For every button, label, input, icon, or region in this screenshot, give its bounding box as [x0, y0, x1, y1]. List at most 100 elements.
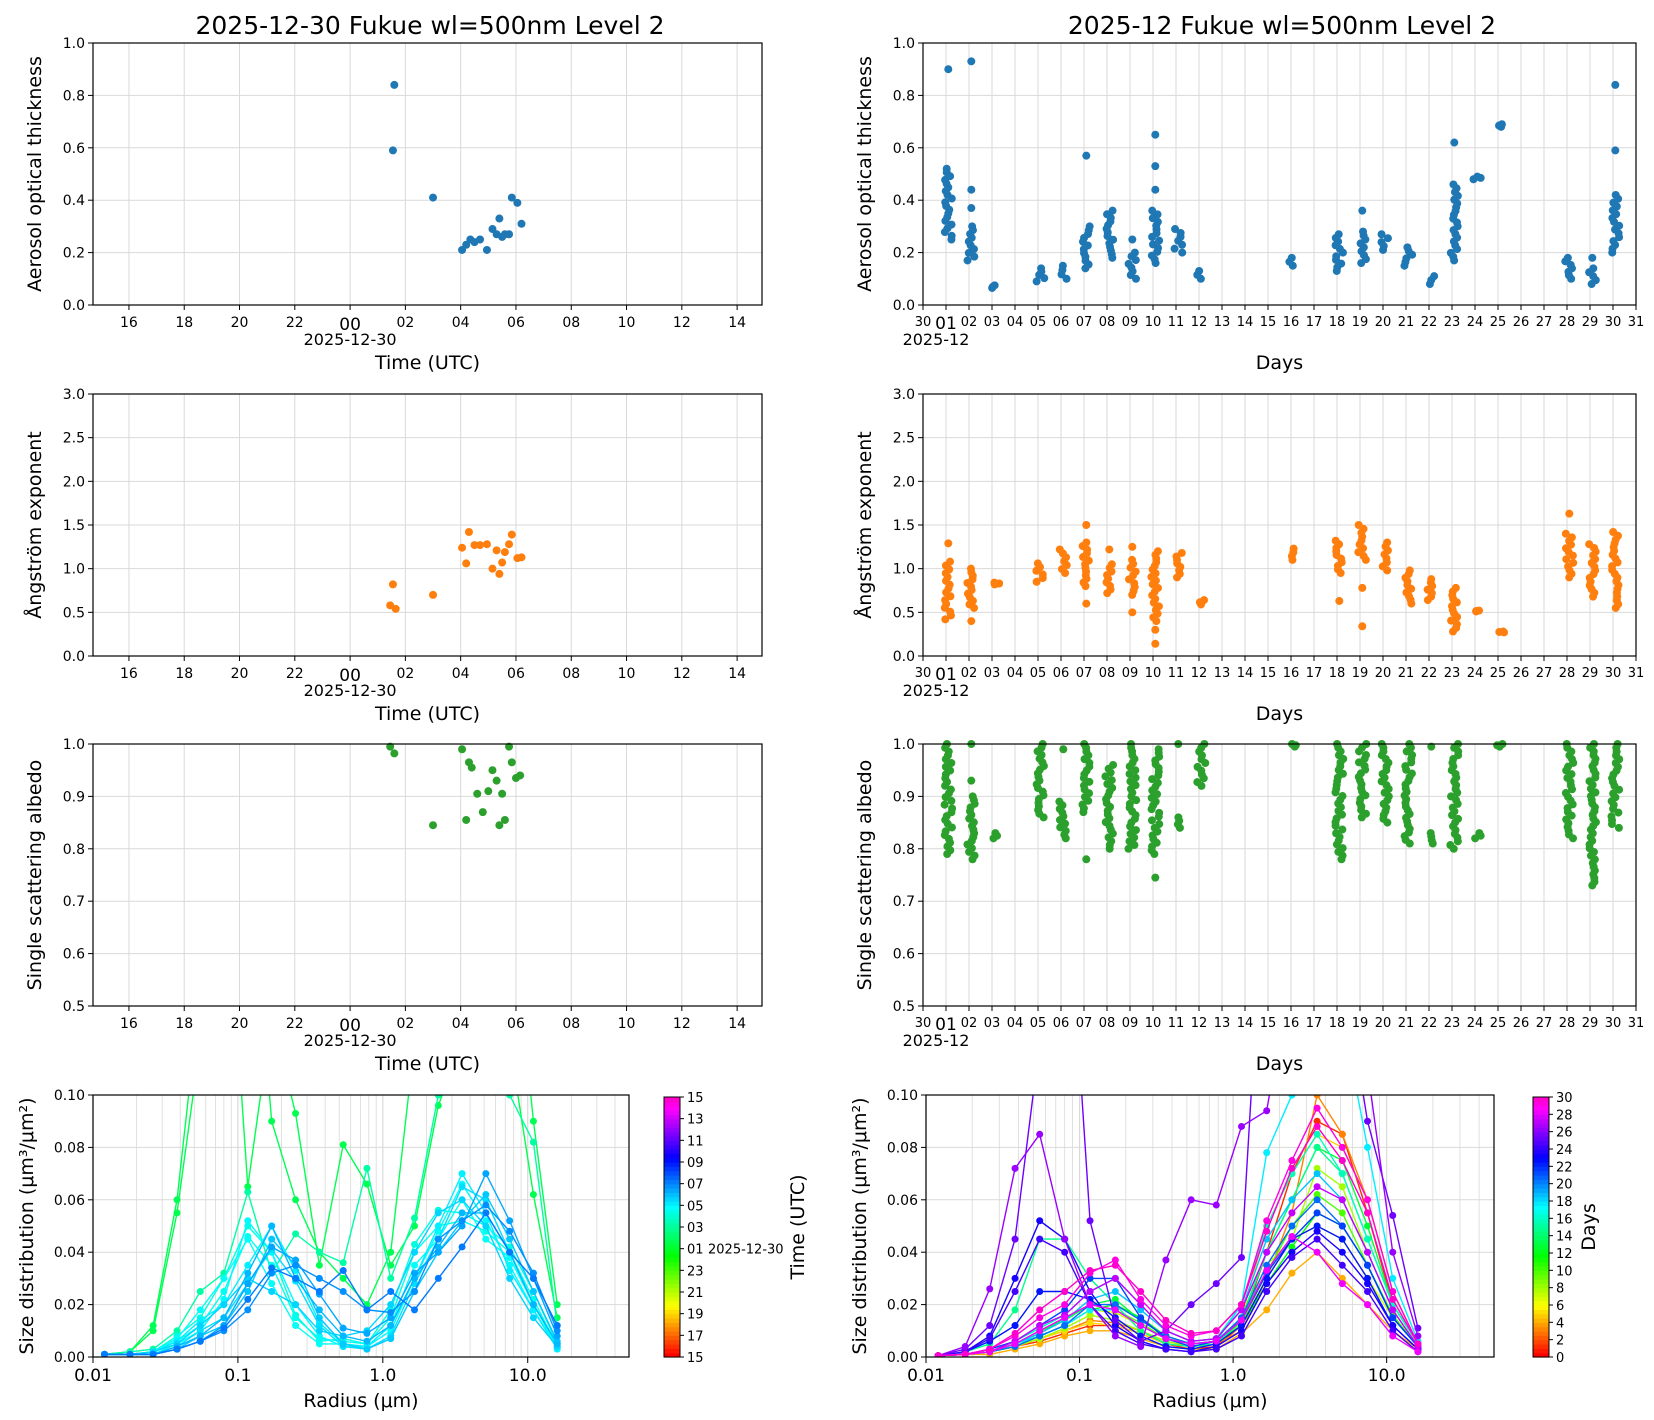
monthly-colorbar-segment — [1533, 1196, 1549, 1202]
daily-size-series-point — [363, 1180, 371, 1188]
monthly-ssa-point — [1427, 742, 1436, 751]
daily-aot-xtick-label: 14 — [728, 315, 746, 331]
daily-ssa-point — [498, 789, 507, 798]
monthly-colorbar-segment — [1533, 1283, 1549, 1289]
monthly-angstrom-xtick-label: 30 — [915, 666, 932, 681]
daily-aot-ylabel: Aerosol optical thickness — [24, 56, 46, 292]
monthly-size-series-point — [1187, 1348, 1195, 1356]
monthly-angstrom-ytick-label: 1.5 — [893, 518, 915, 534]
monthly-size-series-point — [1414, 1340, 1422, 1348]
monthly-ssa-point — [1155, 820, 1164, 829]
monthly-ssa-xtick-label: 29 — [1582, 1016, 1599, 1031]
daily-colorbar-segment — [664, 1287, 680, 1293]
monthly-size-series-point — [1338, 1280, 1346, 1288]
monthly-colorbar-segment — [1533, 1318, 1549, 1323]
monthly-size-series-point — [1237, 1316, 1245, 1324]
monthly-angstrom-xtick-label: 19 — [1352, 666, 1369, 681]
daily-aot-point — [429, 193, 438, 202]
daily-size-series-point — [482, 1222, 490, 1230]
monthly-angstrom-xtick-label: 10 — [1145, 666, 1162, 681]
monthly-colorbar-tick-label: 18 — [1556, 1195, 1573, 1210]
daily-angstrom-point — [458, 543, 467, 552]
daily-angstrom-xtick-label: 02 — [396, 666, 414, 682]
monthly-aot-ytick-label: 0.0 — [893, 298, 915, 314]
daily-size-series-point — [387, 1308, 395, 1316]
monthly-aot-xtick-label: 20 — [1375, 315, 1392, 330]
monthly-angstrom-point — [944, 539, 953, 548]
monthly-angstrom-xtick-label: 30 — [1605, 666, 1622, 681]
monthly-size-series-point — [1313, 1235, 1321, 1243]
daily-ssa-point — [500, 815, 509, 824]
monthly-ssa-point — [1475, 829, 1484, 838]
monthly-size-series-point — [1036, 1235, 1044, 1243]
monthly-ssa-point — [1361, 751, 1370, 760]
monthly-aot-point — [1403, 243, 1412, 252]
daily-angstrom-frame — [92, 393, 763, 657]
daily-angstrom-point — [464, 527, 473, 536]
monthly-colorbar-tick-label: 0 — [1556, 1351, 1564, 1366]
monthly-size-series-point — [1288, 1269, 1296, 1277]
monthly-size-series-layer — [934, 1095, 1422, 1357]
daily-angstrom-point — [476, 541, 485, 550]
daily-angstrom-point — [505, 540, 514, 549]
daily-size-series-point — [458, 1243, 466, 1251]
monthly-ssa-point — [1153, 778, 1162, 787]
monthly-size-ytick-label: 0.10 — [887, 1088, 918, 1104]
daily-colorbar-date-label: 2025-12-30 — [708, 1243, 784, 1258]
daily-aot-xtick-label: 22 — [286, 315, 304, 331]
daily-colorbar-tick-label: 19 — [687, 1308, 704, 1323]
monthly-ssa-point — [1154, 745, 1163, 754]
monthly-size-series-line — [938, 1185, 1419, 1357]
monthly-angstrom-point — [1569, 558, 1578, 567]
daily-ssa-xtick-label: 10 — [618, 1016, 636, 1032]
monthly-colorbar-segment — [1533, 1348, 1549, 1354]
daily-angstrom-xlabel: Time (UTC) — [374, 703, 480, 725]
monthly-ssa-frame — [922, 743, 1637, 1007]
monthly-ssa-ytick-label: 0.8 — [893, 842, 915, 858]
monthly-size-series-point — [1036, 1288, 1044, 1295]
daily-aot-xtick-label: 20 — [231, 315, 249, 331]
monthly-size-series-point — [1313, 1209, 1321, 1217]
monthly-colorbar-segment — [1533, 1118, 1549, 1124]
monthly-angstrom-point — [1405, 566, 1414, 575]
monthly-size-series-point — [1137, 1288, 1145, 1295]
monthly-colorbar-segment — [1533, 1331, 1549, 1336]
monthly-size-series-point — [1263, 1217, 1271, 1225]
monthly-size-series-point — [1036, 1306, 1044, 1314]
daily-ssa-xtick-label: 20 — [231, 1016, 249, 1032]
monthly-size-series-point — [1364, 1288, 1372, 1295]
daily-size-xtick-label: 10.0 — [509, 1366, 547, 1386]
monthly-size-series-point — [1061, 1248, 1069, 1256]
daily-size-frame — [92, 1094, 630, 1358]
monthly-colorbar-tick-label: 28 — [1556, 1108, 1573, 1123]
monthly-angstrom-xtick-label: 04 — [1007, 666, 1024, 681]
monthly-aot-xtick-label: 29 — [1582, 315, 1599, 330]
monthly-aot-point — [1124, 259, 1133, 268]
daily-ssa-xtick-label: 14 — [728, 1016, 746, 1032]
monthly-colorbar-segment — [1533, 1101, 1549, 1107]
daily-aot-ytick-label: 1.0 — [63, 36, 85, 52]
monthly-ssa-xtick-label: 04 — [1007, 1016, 1024, 1031]
monthly-angstrom-xtick-label: 09 — [1122, 666, 1139, 681]
daily-size-series-point — [529, 1301, 537, 1309]
daily-angstrom-point — [470, 541, 479, 550]
monthly-size-series-point — [1036, 1130, 1044, 1138]
monthly-ssa-ytick-label: 0.7 — [893, 894, 915, 910]
daily-size-series-point — [482, 1235, 490, 1243]
daily-colorbar-tick-label: 09 — [687, 1156, 704, 1171]
monthly-angstrom-xtick-label: 24 — [1467, 666, 1484, 681]
monthly-size-series-point — [1313, 1095, 1321, 1099]
monthly-size-series-point — [1086, 1319, 1094, 1327]
daily-size-series-point — [244, 1183, 252, 1191]
monthly-aot-ytick-label: 1.0 — [893, 36, 915, 52]
daily-colorbar-segment — [664, 1270, 680, 1276]
monthly-aot-ytick-label: 0.6 — [893, 141, 915, 157]
monthly-ssa-xtick-label: 11 — [1168, 1016, 1185, 1031]
daily-size-series-line — [104, 1198, 558, 1356]
daily-size-series-point — [458, 1217, 466, 1225]
monthly-size-series-point — [1162, 1316, 1170, 1324]
daily-size-series-point — [411, 1306, 419, 1314]
monthly-angstrom-point — [1289, 544, 1298, 553]
monthly-size-series-point — [1288, 1243, 1296, 1251]
monthly-ssa-point — [1193, 762, 1202, 771]
